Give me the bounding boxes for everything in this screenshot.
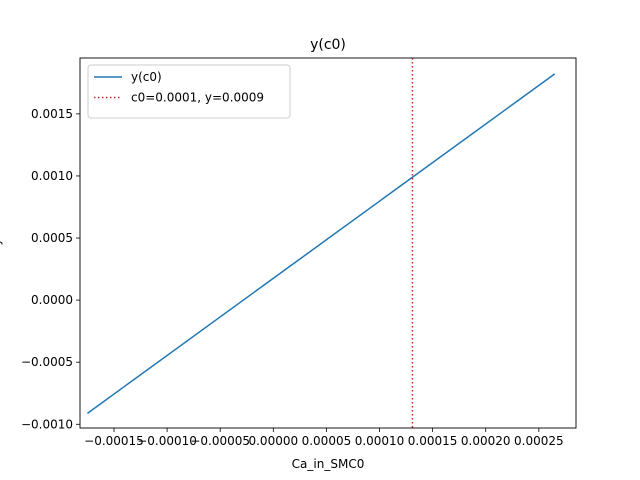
plot-area [86,58,556,428]
x-tick-label: 0.00025 [514,434,564,448]
x-tick-label: 0.00020 [461,434,511,448]
legend-box [87,64,291,119]
x-tick-label: 0.00015 [408,434,458,448]
plot-frame [79,57,577,429]
y-tick-label: 0.0015 [31,107,73,121]
y-tick-label: 0.0000 [31,293,73,307]
y-tick-label: −0.0010 [21,417,73,431]
y-tick-label: 0.0010 [31,169,73,183]
chart-title: y(c0) [310,37,346,53]
x-tick-label: 0.00000 [248,434,298,448]
x-tick-label: −0.00010 [137,434,197,448]
series-line-0 [86,73,556,414]
x-tick-label: −0.00005 [190,434,250,448]
y-axis: −0.0010 −0.0005 0.0000 0.0005 0.0010 0.0015 [21,107,80,431]
y-tick-label: −0.0005 [21,355,73,369]
x-tick-label: 0.00010 [355,434,405,448]
x-tick-label: 0.00005 [302,434,352,448]
y-axis-label: y [0,238,3,245]
x-axis-label: Ca_in_SMC0 [292,457,365,471]
y-tick-label: 0.0005 [31,231,73,245]
x-tick-label: −0.00015 [84,434,144,448]
legend-label: c0=0.0001, y=0.0009 [131,91,264,105]
legend: y(c0) c0=0.0001, y=0.0009 [87,64,291,119]
legend-label: y(c0) [131,70,162,84]
